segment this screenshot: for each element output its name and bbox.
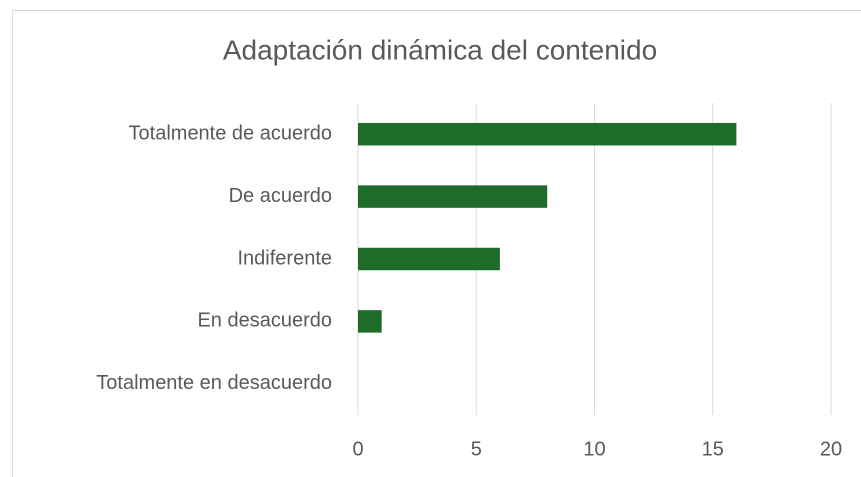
bar [358,122,737,146]
y-tick-label: De acuerdo [229,185,332,207]
x-tick-label: 0 [352,438,363,460]
bar [358,247,500,271]
bar [358,310,382,333]
y-tick-label: Indiferente [237,247,332,269]
x-tick-label: 20 [820,438,842,460]
x-tick-label: 5 [471,438,482,460]
y-tick-label: Totalmente en desacuerdo [96,372,332,394]
x-tick-label: 10 [583,438,605,460]
chart-border [12,10,861,477]
y-tick-label: En desacuerdo [197,310,332,332]
chart-title: Adaptación dinámica del contenido [223,34,657,65]
bar [358,185,548,208]
y-tick-label: Totalmente de acuerdo [129,122,332,144]
x-tick-label: 15 [702,438,724,460]
